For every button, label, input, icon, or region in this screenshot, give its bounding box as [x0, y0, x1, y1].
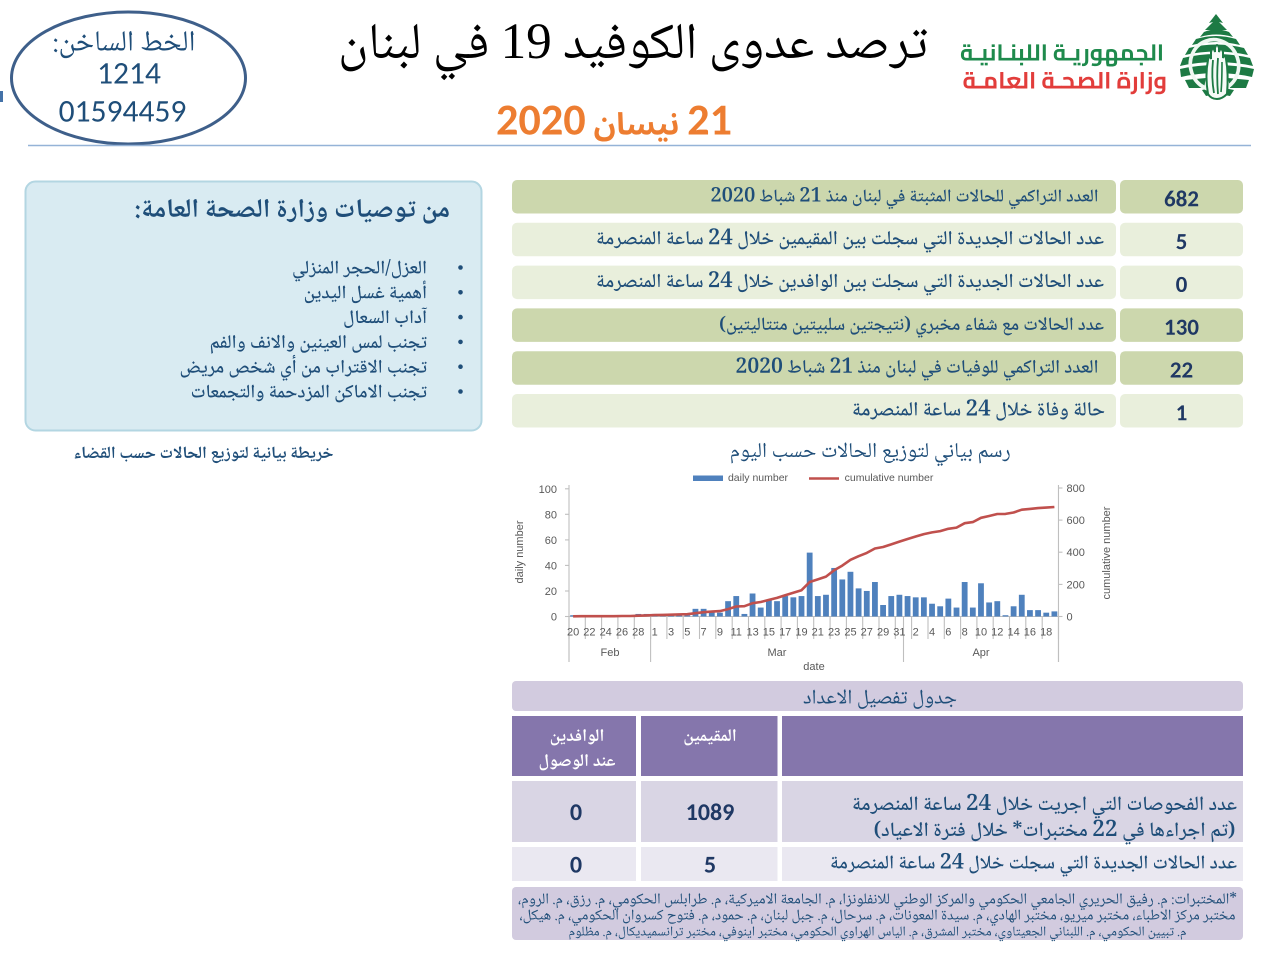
svg-text:cumulative number: cumulative number [845, 472, 934, 484]
svg-text:19: 19 [795, 627, 807, 639]
svg-text:25: 25 [844, 627, 856, 639]
svg-text:26: 26 [616, 627, 628, 639]
svg-text:16: 16 [1024, 627, 1036, 639]
svg-text:0: 0 [551, 612, 557, 624]
svg-text:40: 40 [545, 560, 557, 572]
svg-text:Feb: Feb [601, 647, 620, 659]
svg-text:800: 800 [1067, 483, 1085, 495]
svg-text:Apr: Apr [972, 647, 989, 659]
svg-text:200: 200 [1067, 579, 1085, 591]
svg-text:5: 5 [684, 627, 690, 639]
svg-text:20: 20 [545, 586, 557, 598]
svg-text:10: 10 [975, 627, 987, 639]
svg-text:13: 13 [746, 627, 758, 639]
svg-text:14: 14 [1007, 627, 1019, 639]
svg-text:100: 100 [539, 484, 557, 496]
svg-text:2: 2 [913, 627, 919, 639]
svg-text:4: 4 [929, 627, 935, 639]
svg-text:Mar: Mar [768, 647, 787, 659]
svg-text:0: 0 [1067, 612, 1073, 624]
svg-text:22: 22 [583, 627, 595, 639]
svg-text:12: 12 [991, 627, 1003, 639]
svg-text:400: 400 [1067, 547, 1085, 559]
svg-text:27: 27 [861, 627, 873, 639]
svg-text:1: 1 [652, 627, 658, 639]
svg-text:15: 15 [763, 627, 775, 639]
svg-text:7: 7 [701, 627, 707, 639]
svg-text:24: 24 [600, 627, 612, 639]
svg-text:29: 29 [877, 627, 889, 639]
svg-text:3: 3 [668, 627, 674, 639]
svg-text:31: 31 [893, 627, 905, 639]
svg-text:28: 28 [632, 627, 644, 639]
svg-text:23: 23 [828, 627, 840, 639]
svg-text:date: date [803, 661, 824, 673]
svg-text:6: 6 [945, 627, 951, 639]
svg-text:21: 21 [812, 627, 824, 639]
svg-text:18: 18 [1040, 627, 1052, 639]
svg-text:80: 80 [545, 509, 557, 521]
svg-text:17: 17 [779, 627, 791, 639]
svg-text:cumulative number: cumulative number [1101, 506, 1113, 599]
svg-text:11: 11 [730, 627, 741, 639]
svg-text:20: 20 [567, 627, 579, 639]
svg-text:daily number: daily number [728, 472, 789, 484]
svg-text:60: 60 [545, 535, 557, 547]
svg-text:600: 600 [1067, 515, 1085, 527]
svg-text:8: 8 [962, 627, 968, 639]
svg-text:daily number: daily number [514, 520, 526, 583]
svg-text:9: 9 [717, 627, 723, 639]
